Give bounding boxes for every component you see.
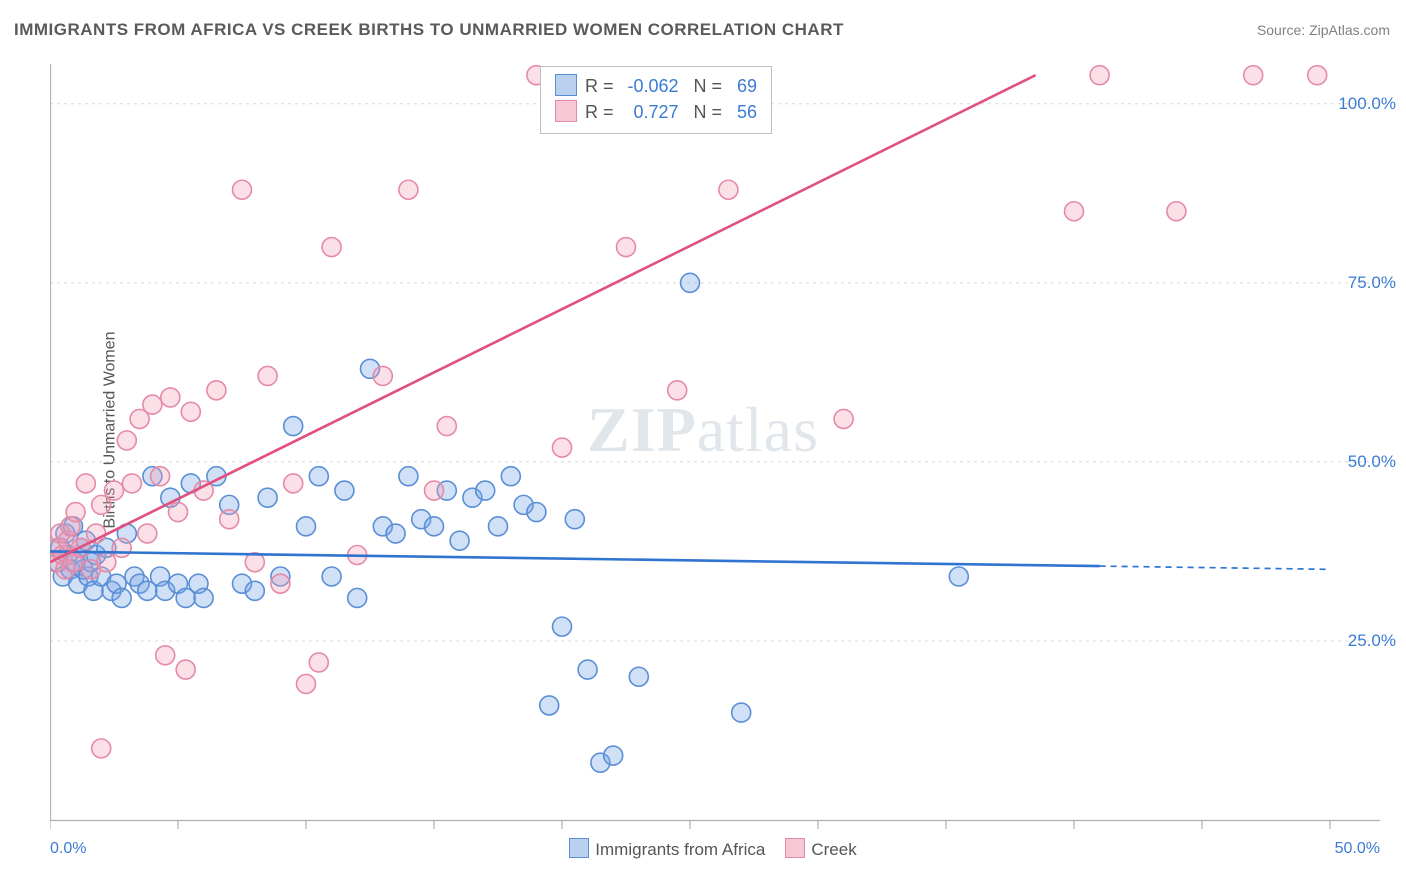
r-label: R =: [585, 102, 614, 122]
chart-title: IMMIGRANTS FROM AFRICA VS CREEK BIRTHS T…: [14, 20, 844, 40]
r-value: 0.727: [619, 99, 679, 125]
plot-area: [50, 60, 1380, 830]
y-tick-label: 75.0%: [1348, 273, 1396, 293]
legend-label: Creek: [811, 840, 856, 859]
legend-bottom: Immigrants from Africa Creek: [0, 838, 1406, 860]
y-tick-label: 25.0%: [1348, 631, 1396, 651]
series-swatch-icon: [555, 100, 577, 122]
chart-container: IMMIGRANTS FROM AFRICA VS CREEK BIRTHS T…: [0, 0, 1406, 892]
legend-label: Immigrants from Africa: [595, 840, 765, 859]
y-tick-label: 100.0%: [1338, 94, 1396, 114]
n-value: 69: [727, 73, 757, 99]
y-tick-label: 50.0%: [1348, 452, 1396, 472]
r-value: -0.062: [619, 73, 679, 99]
series-swatch-icon: [555, 74, 577, 96]
correlation-stats-box: R = -0.062 N = 69R = 0.727 N = 56: [540, 66, 772, 134]
n-label: N =: [694, 76, 723, 96]
n-label: N =: [694, 102, 723, 122]
stats-row: R = 0.727 N = 56: [555, 99, 757, 125]
legend-swatch-icon: [569, 838, 589, 858]
stats-row: R = -0.062 N = 69: [555, 73, 757, 99]
source-attribution: Source: ZipAtlas.com: [1257, 22, 1390, 38]
r-label: R =: [585, 76, 614, 96]
scatter-svg: [50, 60, 1380, 830]
legend-swatch-icon: [785, 838, 805, 858]
n-value: 56: [727, 99, 757, 125]
